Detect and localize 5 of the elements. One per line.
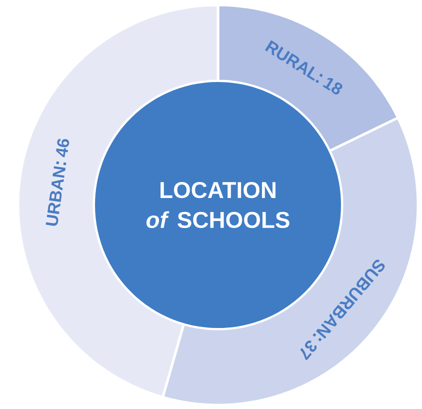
data-label: 46 <box>56 138 70 158</box>
data-label: 37 <box>300 340 317 360</box>
text: LOCATION of SCHOOLS <box>146 182 290 228</box>
data-label: 18 <box>322 78 342 94</box>
slice-label: URBAN <box>46 166 66 226</box>
